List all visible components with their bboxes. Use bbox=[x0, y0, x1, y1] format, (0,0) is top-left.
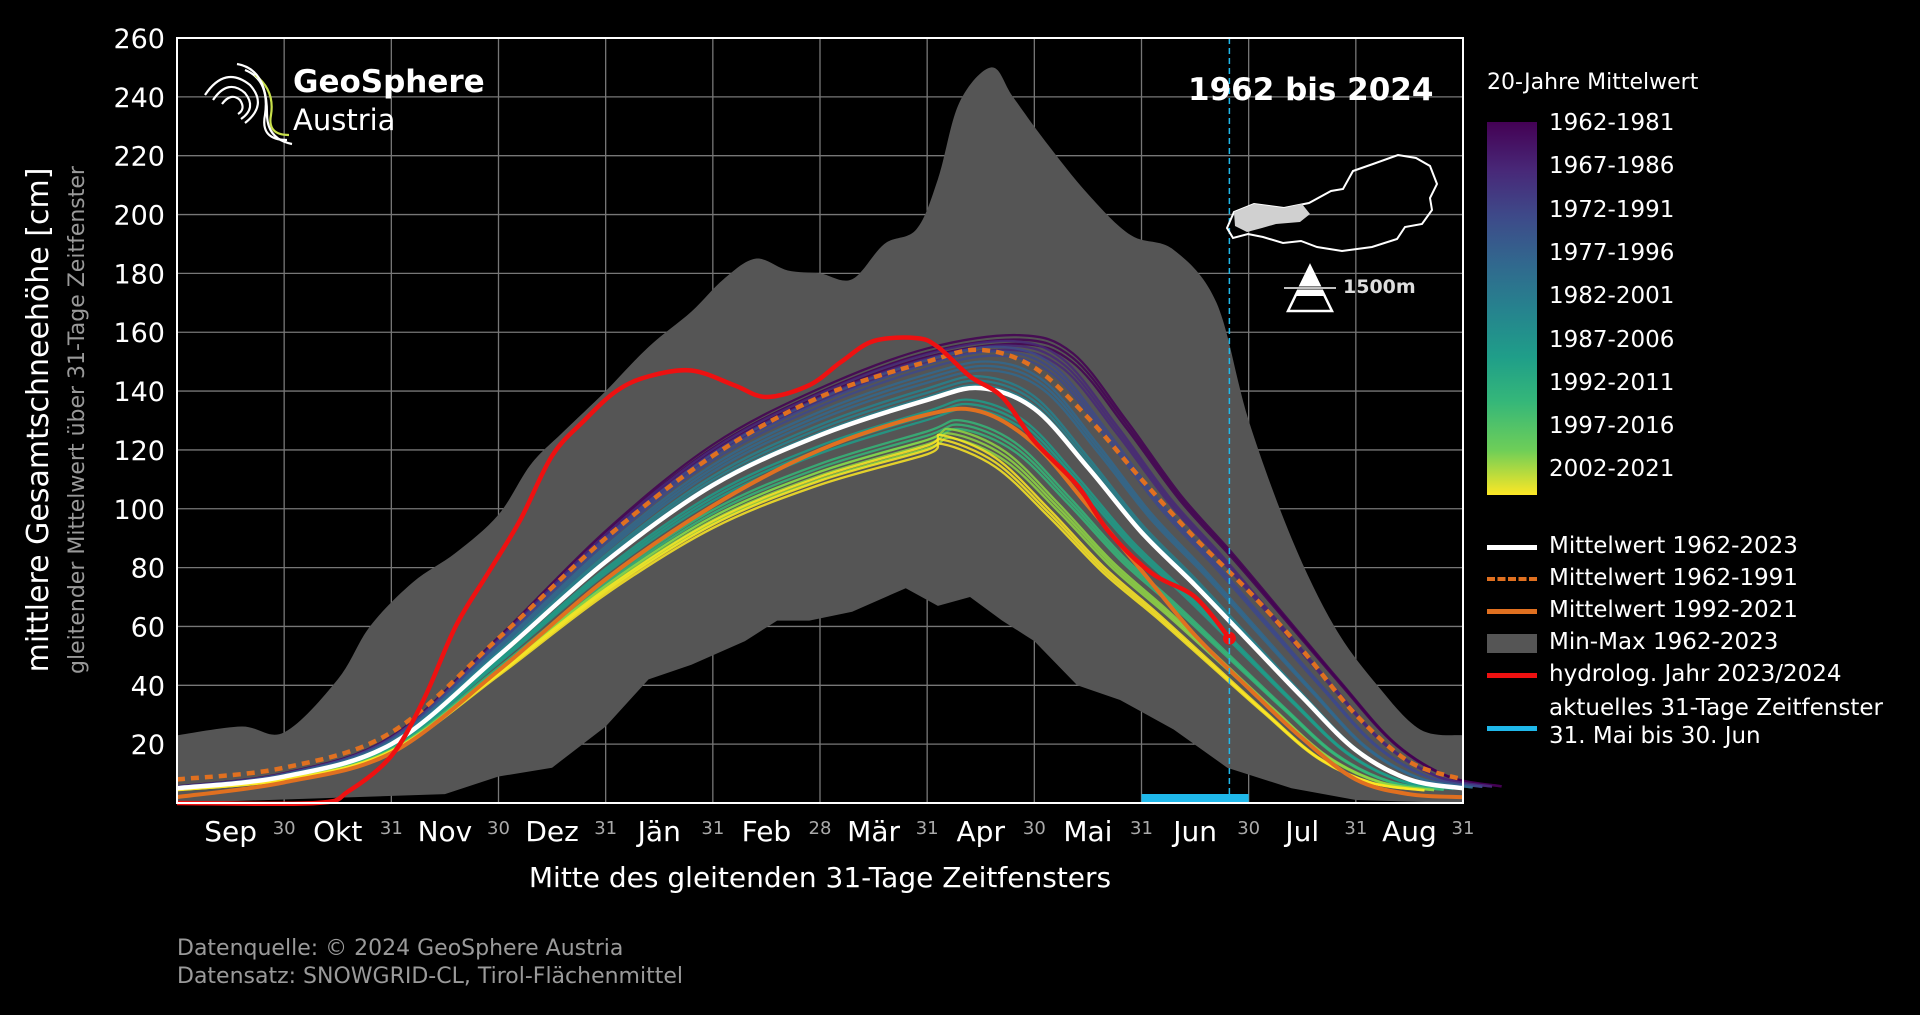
month-end-label: 31 bbox=[701, 818, 724, 839]
month-label: Dez bbox=[525, 815, 578, 848]
y-tick-label: 20 bbox=[131, 730, 165, 761]
logo-sub: Austria bbox=[293, 103, 396, 137]
month-label: Sep bbox=[204, 815, 257, 848]
month-label: Mai bbox=[1063, 815, 1112, 848]
month-label: Jän bbox=[636, 815, 681, 848]
y-tick-label: 240 bbox=[113, 83, 165, 114]
month-end-label: 31 bbox=[1452, 818, 1475, 839]
colorbar-title: 20-Jahre Mittelwert bbox=[1487, 70, 1699, 95]
y-axis-sublabel: gleitender Mittelwert über 31-Tage Zeitf… bbox=[65, 165, 90, 674]
month-end-label: 31 bbox=[1344, 818, 1367, 839]
colorbar-tick: 2002-2021 bbox=[1549, 456, 1675, 483]
legend-swatch bbox=[1487, 577, 1537, 581]
logo-name: GeoSphere bbox=[293, 64, 485, 100]
mean-1962-2023-line bbox=[176, 385, 1464, 791]
legend-label: Mittelwert 1992-2021 bbox=[1549, 597, 1798, 623]
y-tick-label: 120 bbox=[113, 436, 165, 467]
plot-frame bbox=[176, 37, 1464, 804]
month-label: Mär bbox=[847, 815, 900, 848]
legend-swatch bbox=[1487, 545, 1537, 550]
legend-label: hydrolog. Jahr 2023/2024 bbox=[1549, 661, 1842, 687]
colorbar-tick: 1962-1981 bbox=[1549, 110, 1675, 136]
legend-swatch bbox=[1487, 673, 1537, 678]
y-tick-label: 40 bbox=[131, 671, 165, 702]
y-tick-label: 80 bbox=[131, 554, 165, 585]
series-lines bbox=[176, 38, 1464, 807]
month-end-label: 30 bbox=[487, 818, 510, 839]
geosphere-logo-icon bbox=[204, 62, 293, 146]
month-end-label: 31 bbox=[380, 818, 403, 839]
colorbar bbox=[1487, 122, 1537, 495]
month-label: Okt bbox=[313, 815, 362, 848]
y-tick-label: 140 bbox=[113, 377, 165, 408]
month-label: Feb bbox=[742, 815, 792, 848]
colorbar-tick: 1987-2006 bbox=[1549, 326, 1675, 353]
month-end-label: 31 bbox=[594, 818, 617, 839]
x-axis-label: Mitte des gleitenden 31-Tage Zeitfenster… bbox=[529, 861, 1111, 894]
legend-label: Min-Max 1962-2023 bbox=[1549, 629, 1779, 655]
y-tick-label: 220 bbox=[113, 142, 165, 173]
current-year-line bbox=[176, 335, 1232, 807]
legend-swatch bbox=[1487, 634, 1537, 653]
month-end-label: 30 bbox=[1023, 818, 1046, 839]
month-end-label: 28 bbox=[809, 818, 832, 839]
legend-swatch bbox=[1487, 726, 1537, 731]
month-label: Aug bbox=[1382, 815, 1437, 848]
month-end-label: 30 bbox=[273, 818, 296, 839]
y-tick-label: 200 bbox=[113, 201, 165, 232]
colorbar-tick: 1977-1996 bbox=[1549, 239, 1675, 266]
month-end-label: 30 bbox=[1237, 818, 1260, 839]
colorbar-tick: 1972-1991 bbox=[1549, 196, 1675, 223]
elevation-triangle-icon bbox=[1282, 263, 1338, 313]
legend-label: Mittelwert 1962-1991 bbox=[1549, 565, 1798, 591]
legend-label: aktuelles 31-Tage Zeitfenster bbox=[1549, 695, 1883, 721]
month-label: Nov bbox=[418, 815, 473, 848]
month-end-label: 31 bbox=[916, 818, 939, 839]
month-end-label: 31 bbox=[1130, 818, 1153, 839]
period-label: 1962 bis 2024 bbox=[1188, 72, 1434, 108]
colorbar-tick: 1982-2001 bbox=[1549, 283, 1675, 310]
colorbar-tick: 1992-2011 bbox=[1549, 369, 1675, 396]
y-tick-label: 260 bbox=[113, 24, 165, 55]
y-tick-label: 180 bbox=[113, 259, 165, 290]
footer-source: Datenquelle: © 2024 GeoSphere Austria bbox=[177, 936, 624, 961]
colorbar-tick: 1967-1986 bbox=[1549, 153, 1675, 180]
austria-map-icon bbox=[1225, 153, 1439, 253]
month-label: Jun bbox=[1171, 815, 1217, 848]
current-window-bar bbox=[1141, 794, 1249, 803]
month-label: Jul bbox=[1283, 815, 1319, 848]
y-tick-label: 160 bbox=[113, 318, 165, 349]
legend-label-sub: 31. Mai bis 30. Jun bbox=[1549, 723, 1761, 749]
footer-dataset: Datensatz: SNOWGRID-CL, Tirol-Flächenmit… bbox=[177, 964, 683, 989]
y-tick-label: 100 bbox=[113, 495, 165, 526]
colorbar-tick: 1997-2016 bbox=[1549, 413, 1675, 440]
y-tick-label: 60 bbox=[131, 612, 165, 643]
axes: 20 40 60 80 100 120 140 160 180 200 220 240 260 Sep 30… bbox=[21, 24, 1474, 894]
month-label: Apr bbox=[957, 815, 1006, 848]
elevation-label: 1500m bbox=[1343, 276, 1416, 298]
legend-label: Mittelwert 1962-2023 bbox=[1549, 533, 1798, 559]
mean-1992-2021-line bbox=[176, 406, 1464, 800]
legend-swatch bbox=[1487, 609, 1537, 614]
y-axis-label: mittlere Gesamtschneehöhe [cm] bbox=[21, 168, 56, 673]
